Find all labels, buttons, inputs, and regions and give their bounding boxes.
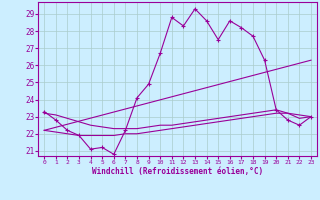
X-axis label: Windchill (Refroidissement éolien,°C): Windchill (Refroidissement éolien,°C) xyxy=(92,167,263,176)
